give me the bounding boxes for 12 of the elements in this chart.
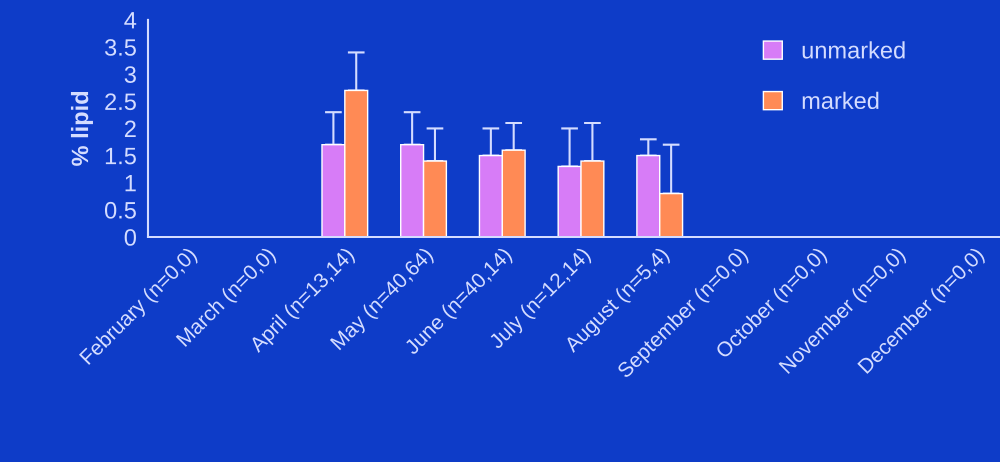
y-tick-label: 2.5 (105, 93, 136, 110)
y-tick-label: 4 (124, 12, 136, 28)
legend-label: marked (802, 92, 878, 110)
y-tick-label: 0.5 (104, 202, 136, 219)
y-tick-label: 0 (124, 229, 136, 246)
y-tick-label: 1 (126, 175, 136, 192)
y-tick-label: 2 (124, 120, 136, 137)
y-axis-title: % lipid (70, 92, 93, 166)
y-tick-label: 3.5 (104, 39, 136, 56)
y-tick-label: 1.5 (106, 148, 136, 164)
legend-label: unmarked (802, 41, 905, 59)
y-tick-label: 3 (124, 66, 136, 83)
